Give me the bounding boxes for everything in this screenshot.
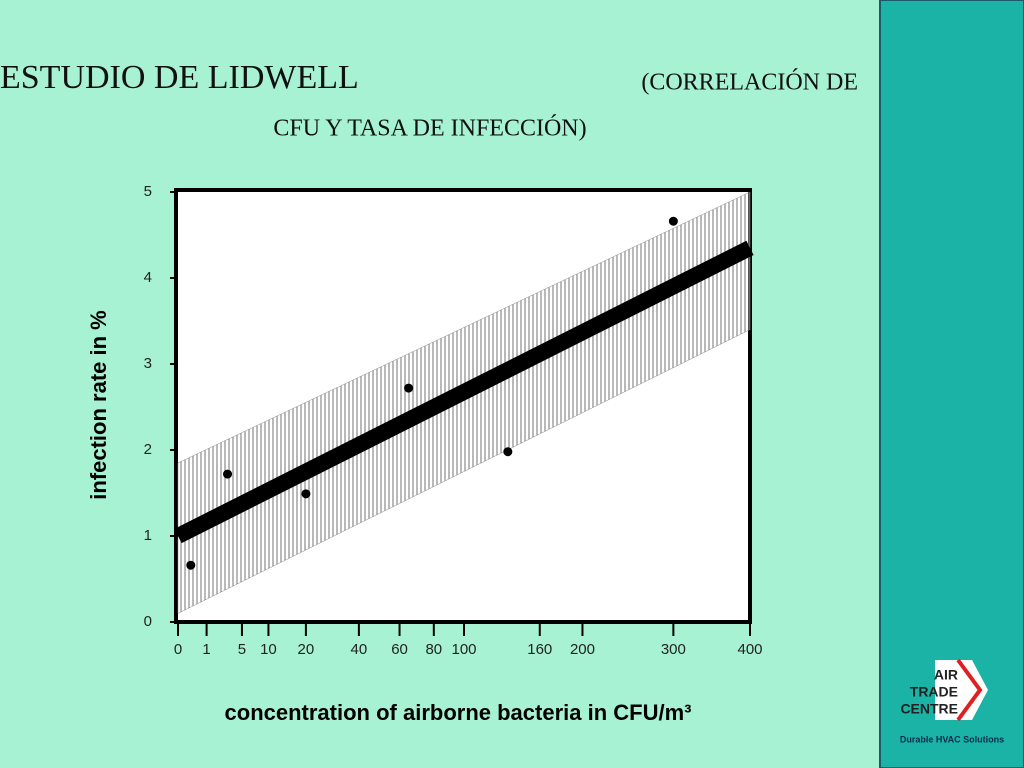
- data-point: [503, 447, 513, 457]
- x-tick-label: 20: [298, 641, 315, 658]
- confidence-band: [177, 191, 751, 614]
- data-point: [404, 383, 414, 393]
- y-tick-label: 0: [144, 613, 152, 630]
- x-tick-label: 5: [238, 641, 246, 658]
- data-point: [223, 469, 233, 479]
- logo-text: TRADE: [910, 684, 958, 700]
- x-tick-label: 1: [202, 641, 210, 658]
- x-tick-label: 10: [260, 641, 277, 658]
- slide-subtitle: (CORRELACIÓN DE: [641, 69, 858, 96]
- x-tick-label: 200: [570, 641, 595, 658]
- logo-text: CENTRE: [900, 701, 958, 717]
- data-point: [186, 560, 196, 570]
- x-tick-label: 300: [661, 641, 686, 658]
- y-tick-label: 3: [144, 355, 152, 372]
- x-tick-label: 80: [425, 641, 442, 658]
- y-tick-label: 5: [144, 183, 152, 200]
- x-tick-label: 100: [451, 641, 476, 658]
- y-tick-label: 2: [144, 441, 152, 458]
- x-tick-label: 60: [391, 641, 408, 658]
- data-point: [668, 216, 678, 226]
- x-tick-label: 40: [351, 641, 368, 658]
- x-tick-label: 160: [527, 641, 552, 658]
- data-point: [301, 489, 311, 499]
- logo-shape: [935, 660, 988, 720]
- slide-subtitle: CFU Y TASA DE INFECCIÓN): [273, 115, 586, 142]
- x-axis-label: concentration of airborne bacteria in CF…: [225, 700, 692, 725]
- x-tick-label: 400: [737, 641, 762, 658]
- logo-text: AIR: [934, 667, 958, 683]
- side-panel: [879, 0, 1024, 768]
- logo-tagline: Durable HVAC Solutions: [900, 734, 1004, 744]
- slide-title: ESTUDIO DE LIDWELL: [0, 59, 359, 96]
- logo-arrow: [956, 658, 983, 722]
- y-tick-label: 4: [144, 269, 152, 286]
- y-tick-label: 1: [144, 527, 152, 544]
- regression-line: [174, 240, 754, 544]
- y-axis-label: infection rate in %: [86, 310, 111, 499]
- x-tick-label: 0: [174, 641, 182, 658]
